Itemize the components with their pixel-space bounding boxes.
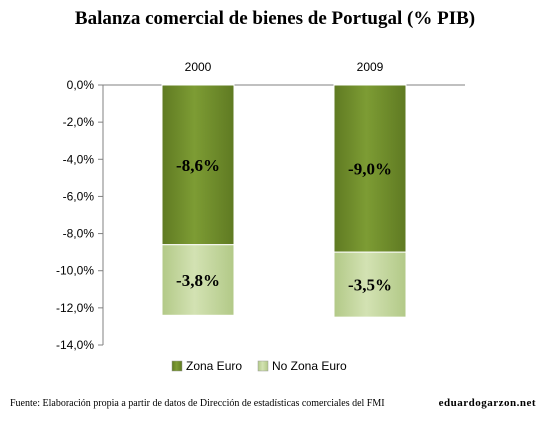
legend-swatch-zona-euro xyxy=(171,360,183,372)
category-label: 2009 xyxy=(357,60,384,74)
y-tick-label: 0,0% xyxy=(67,78,95,92)
data-label: -9,0% xyxy=(348,160,392,179)
data-label: -3,5% xyxy=(348,276,392,295)
bar-zona-euro xyxy=(161,84,235,246)
site-credit: eduardogarzon.net xyxy=(438,397,536,409)
y-tick-label: -2,0% xyxy=(63,115,95,129)
y-tick-label: -4,0% xyxy=(63,152,95,166)
bar-no-zona-euro xyxy=(333,251,407,318)
y-tick-label: -8,0% xyxy=(63,227,95,241)
data-label: -8,6% xyxy=(176,156,220,175)
source-note: Fuente: Elaboración propia a partir de d… xyxy=(10,398,385,409)
chart-title: Balanza comercial de bienes de Portugal … xyxy=(74,8,476,29)
y-tick-label: -10,0% xyxy=(56,264,94,278)
y-tick-label: -12,0% xyxy=(56,301,94,315)
legend-label: Zona Euro xyxy=(186,359,242,373)
data-label: -3,8% xyxy=(176,271,220,290)
y-tick-label: -6,0% xyxy=(63,189,95,203)
bar-no-zona-euro xyxy=(161,244,235,316)
legend-label: No Zona Euro xyxy=(272,359,347,373)
y-tick-label: -14,0% xyxy=(56,338,94,352)
legend-swatch-no-zona-euro xyxy=(257,360,269,372)
category-label: 2000 xyxy=(185,60,212,74)
